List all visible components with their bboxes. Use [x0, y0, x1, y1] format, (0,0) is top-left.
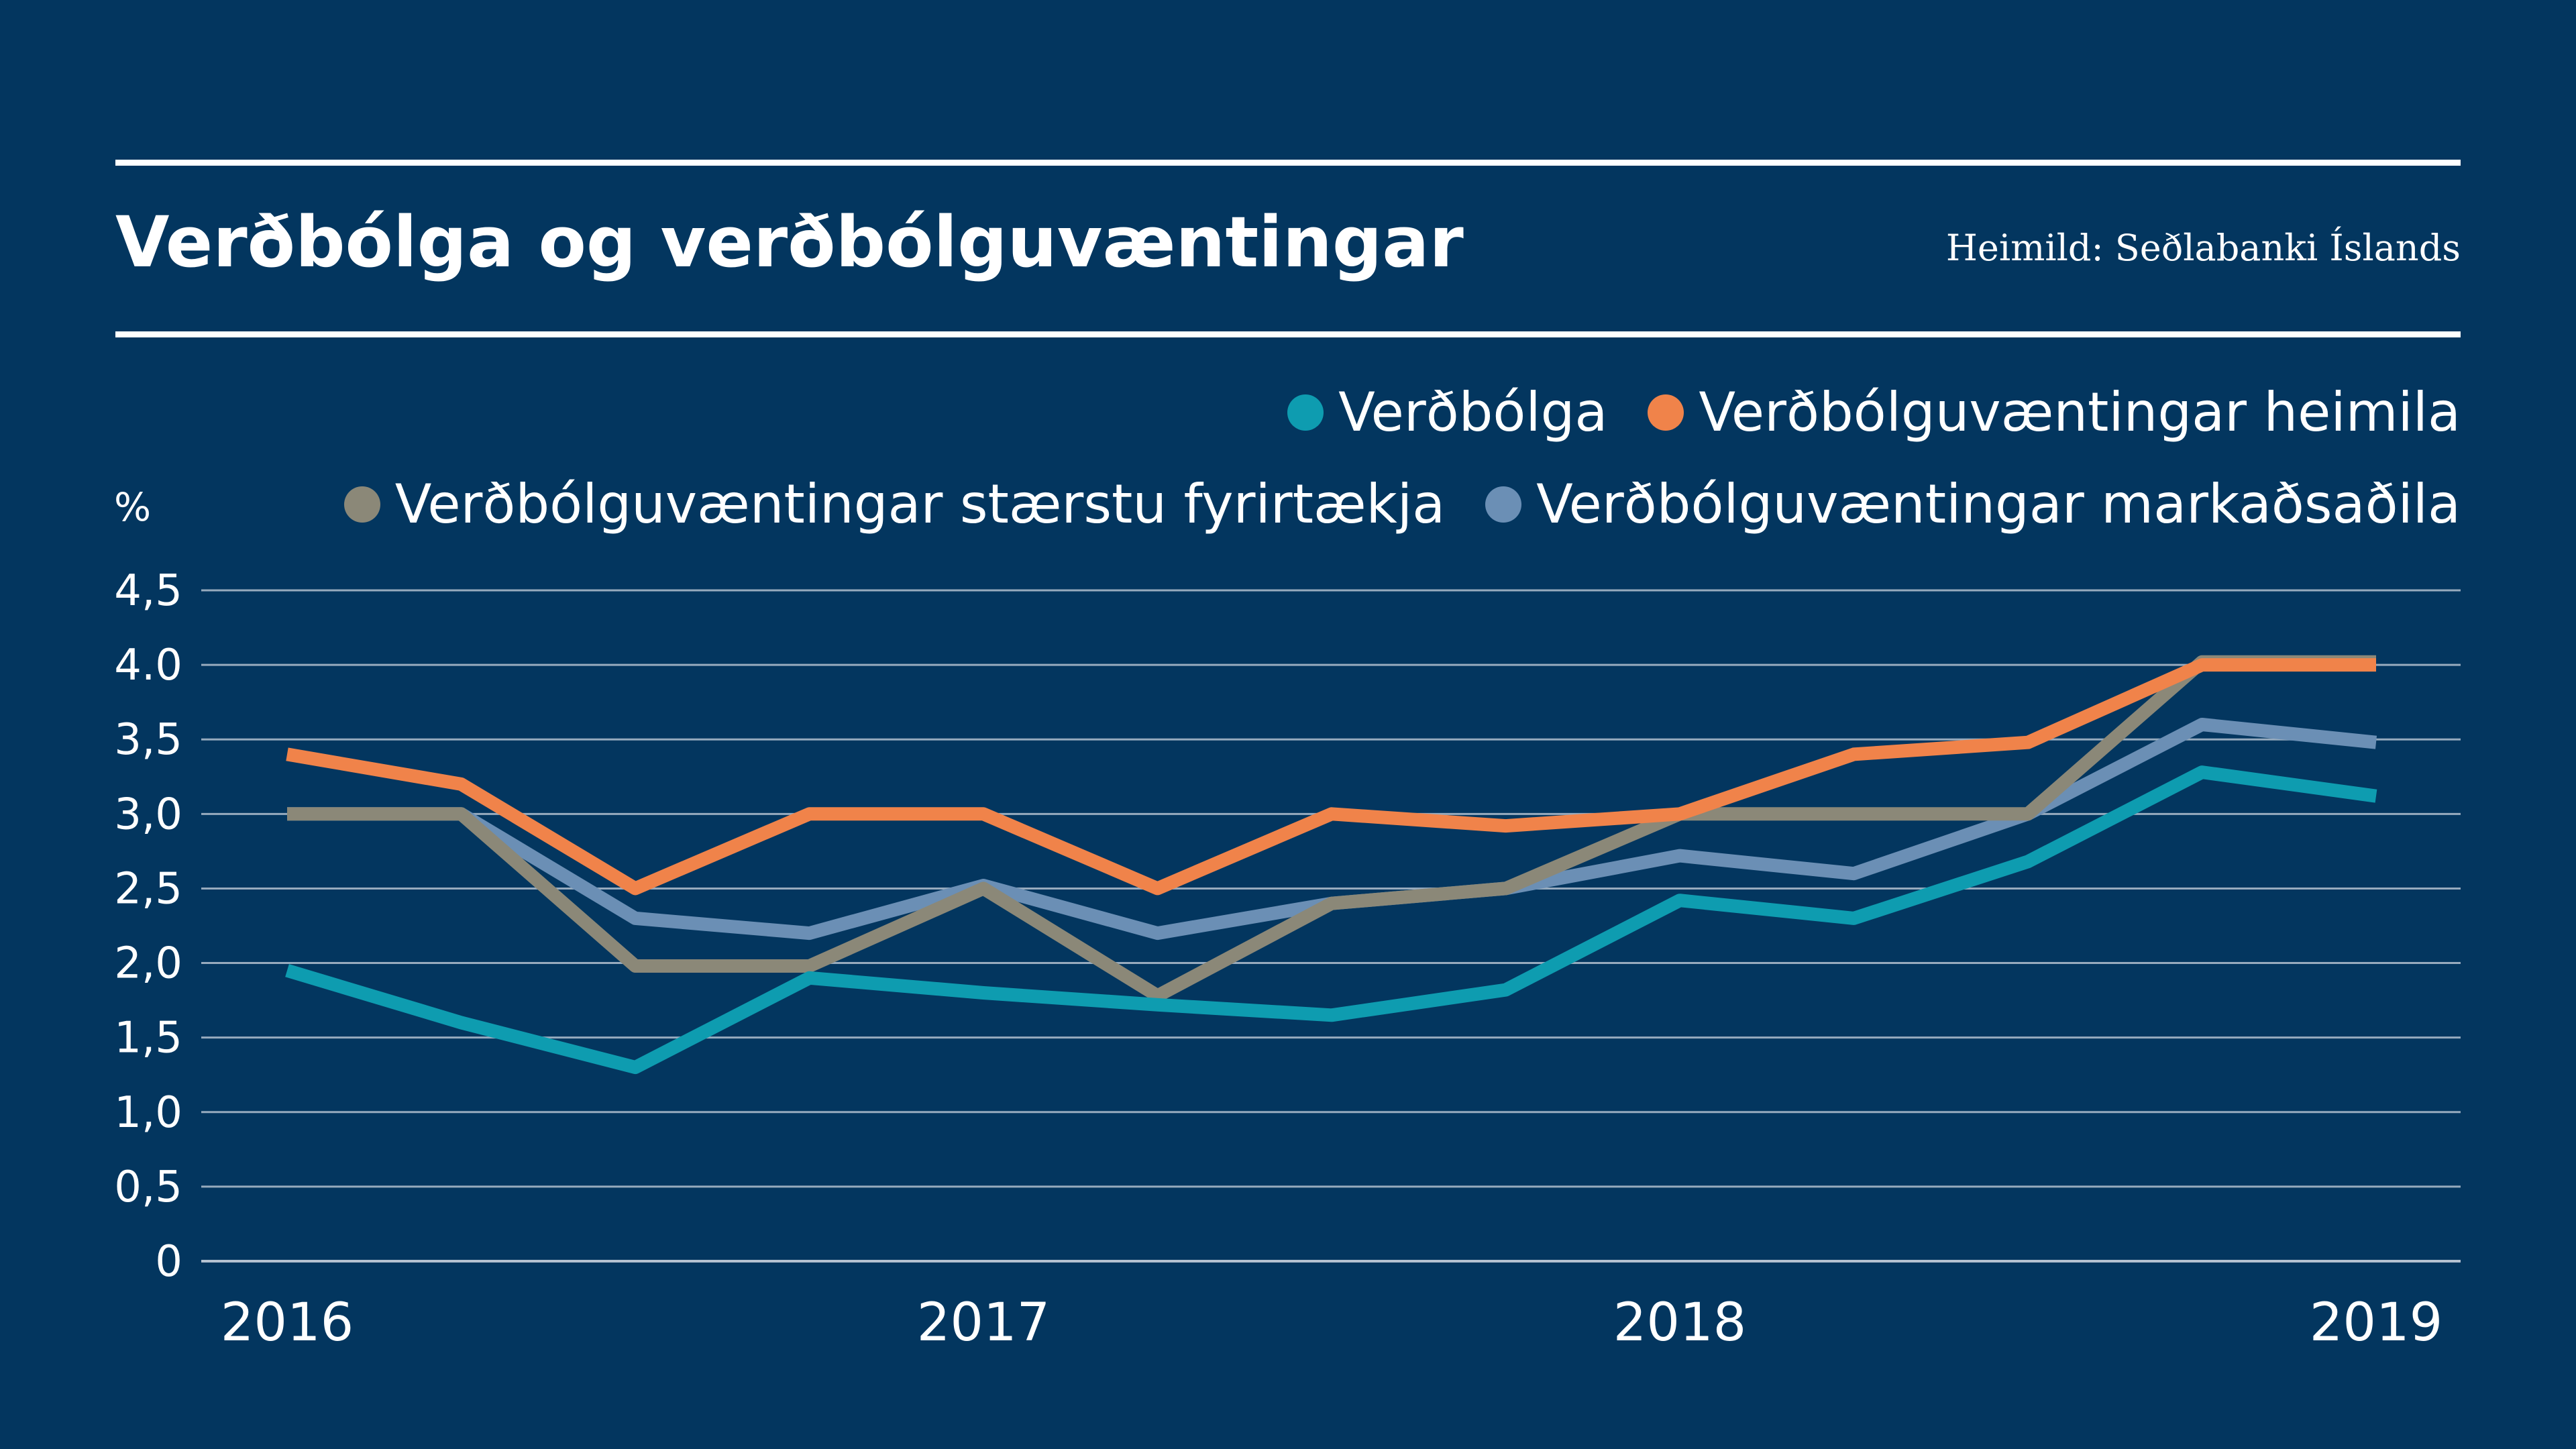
legend-dot-fyrirtaekja [343, 486, 380, 523]
y-tick-labels: 0 0,5 1,0 1,5 2,0 2,5 3,0 3,5 4.0 4,5 [114, 566, 182, 1287]
chart-title: Verðbólga og verðbólguvæntingar [115, 201, 1464, 283]
y-tick-label: 0 [155, 1237, 182, 1287]
y-tick-label: 2,5 [114, 864, 182, 914]
legend-item-heimila: Verðbólguvæntingar heimila [1648, 381, 2461, 443]
series-line-0 [285, 765, 2377, 1075]
header-bottom-rule [115, 331, 2461, 337]
y-tick-label: 4.0 [114, 641, 182, 690]
series-line-1 [286, 658, 2376, 896]
chart-source: Heimild: Seðlabanki Íslands [1945, 227, 2461, 269]
x-tick-labels: 2016 2017 2018 2019 [221, 1293, 2443, 1353]
legend-item-fyrirtaekja: Verðbólguvæntingar stærstu fyrirtækja [343, 473, 1446, 535]
legend-dot-markadsadila [1485, 486, 1522, 523]
x-tick-label: 2019 [2310, 1293, 2443, 1353]
x-tick-label: 2018 [1613, 1293, 1747, 1353]
y-tick-label: 4,5 [114, 566, 182, 616]
legend-row-1: Verðbólga Verðbólguvæntingar heimila [1247, 381, 2461, 443]
legend-item-markadsadila: Verðbólguvæntingar markaðsaðila [1485, 473, 2461, 535]
x-tick-label: 2016 [221, 1293, 354, 1353]
legend-dot-heimila [1648, 394, 1684, 431]
y-tick-label: 3,5 [114, 715, 182, 765]
y-tick-label: 3,0 [114, 790, 182, 839]
x-tick-label: 2017 [917, 1293, 1051, 1353]
legend-row-2: Verðbólguvæntingar stærstu fyrirtækja Ve… [304, 473, 2461, 535]
legend-dot-verdbolga [1287, 394, 1324, 431]
legend-label-markadsadila: Verðbólguvæntingar markaðsaðila [1536, 473, 2461, 535]
y-axis-unit: % [114, 484, 152, 530]
legend-label-heimila: Verðbólguvæntingar heimila [1699, 381, 2461, 443]
y-tick-label: 0,5 [114, 1163, 182, 1212]
series-lines [285, 655, 2377, 1075]
legend-label-verdbolga: Verðbólga [1338, 381, 1608, 443]
y-tick-label: 1,0 [114, 1088, 182, 1138]
y-tick-label: 1,5 [114, 1014, 182, 1063]
top-rule [115, 160, 2461, 166]
legend-label-fyrirtaekja: Verðbólguvæntingar stærstu fyrirtækja [394, 473, 1446, 535]
legend-item-verdbolga: Verðbólga [1287, 381, 1607, 443]
grid-lines [201, 589, 2461, 1263]
series-line-2 [287, 655, 2376, 1003]
y-tick-label: 2,0 [114, 939, 182, 989]
